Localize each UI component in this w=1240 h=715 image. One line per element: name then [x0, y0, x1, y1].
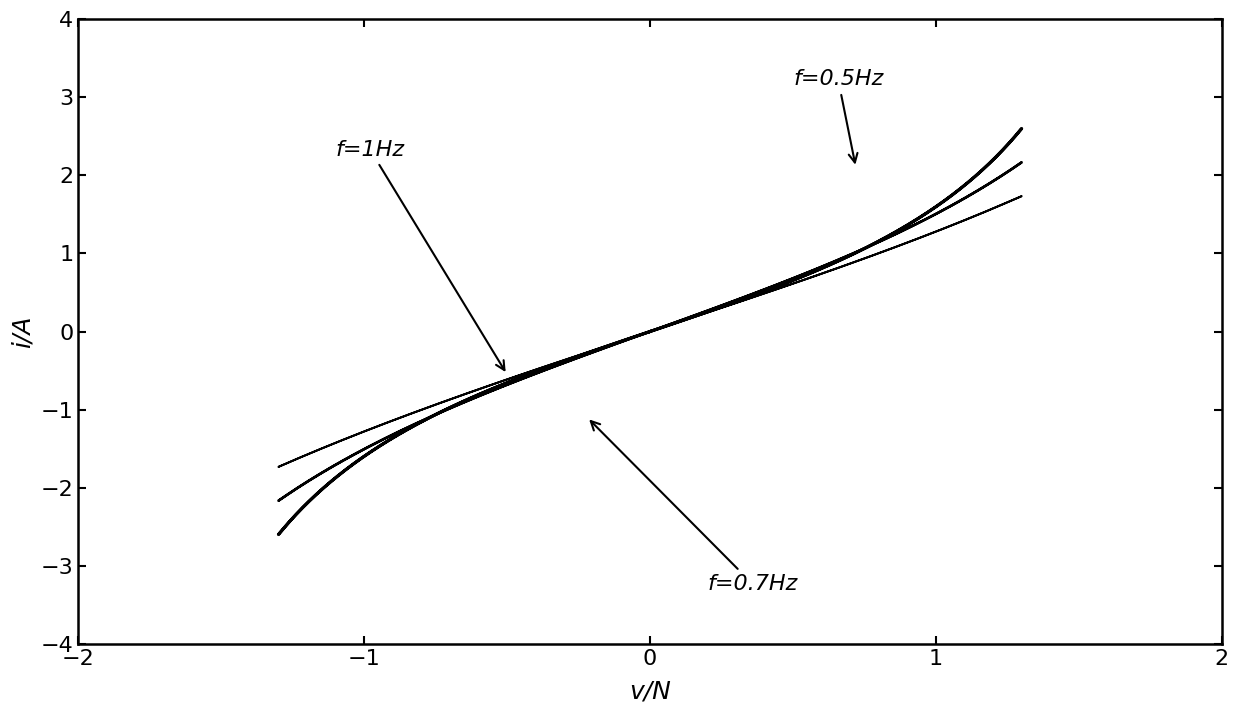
Text: f=1Hz: f=1Hz	[336, 139, 505, 370]
Text: f=0.5Hz: f=0.5Hz	[794, 69, 883, 162]
Y-axis label: i/A: i/A	[11, 315, 35, 347]
Text: f=0.7Hz: f=0.7Hz	[590, 421, 797, 593]
X-axis label: v/N: v/N	[629, 680, 671, 704]
